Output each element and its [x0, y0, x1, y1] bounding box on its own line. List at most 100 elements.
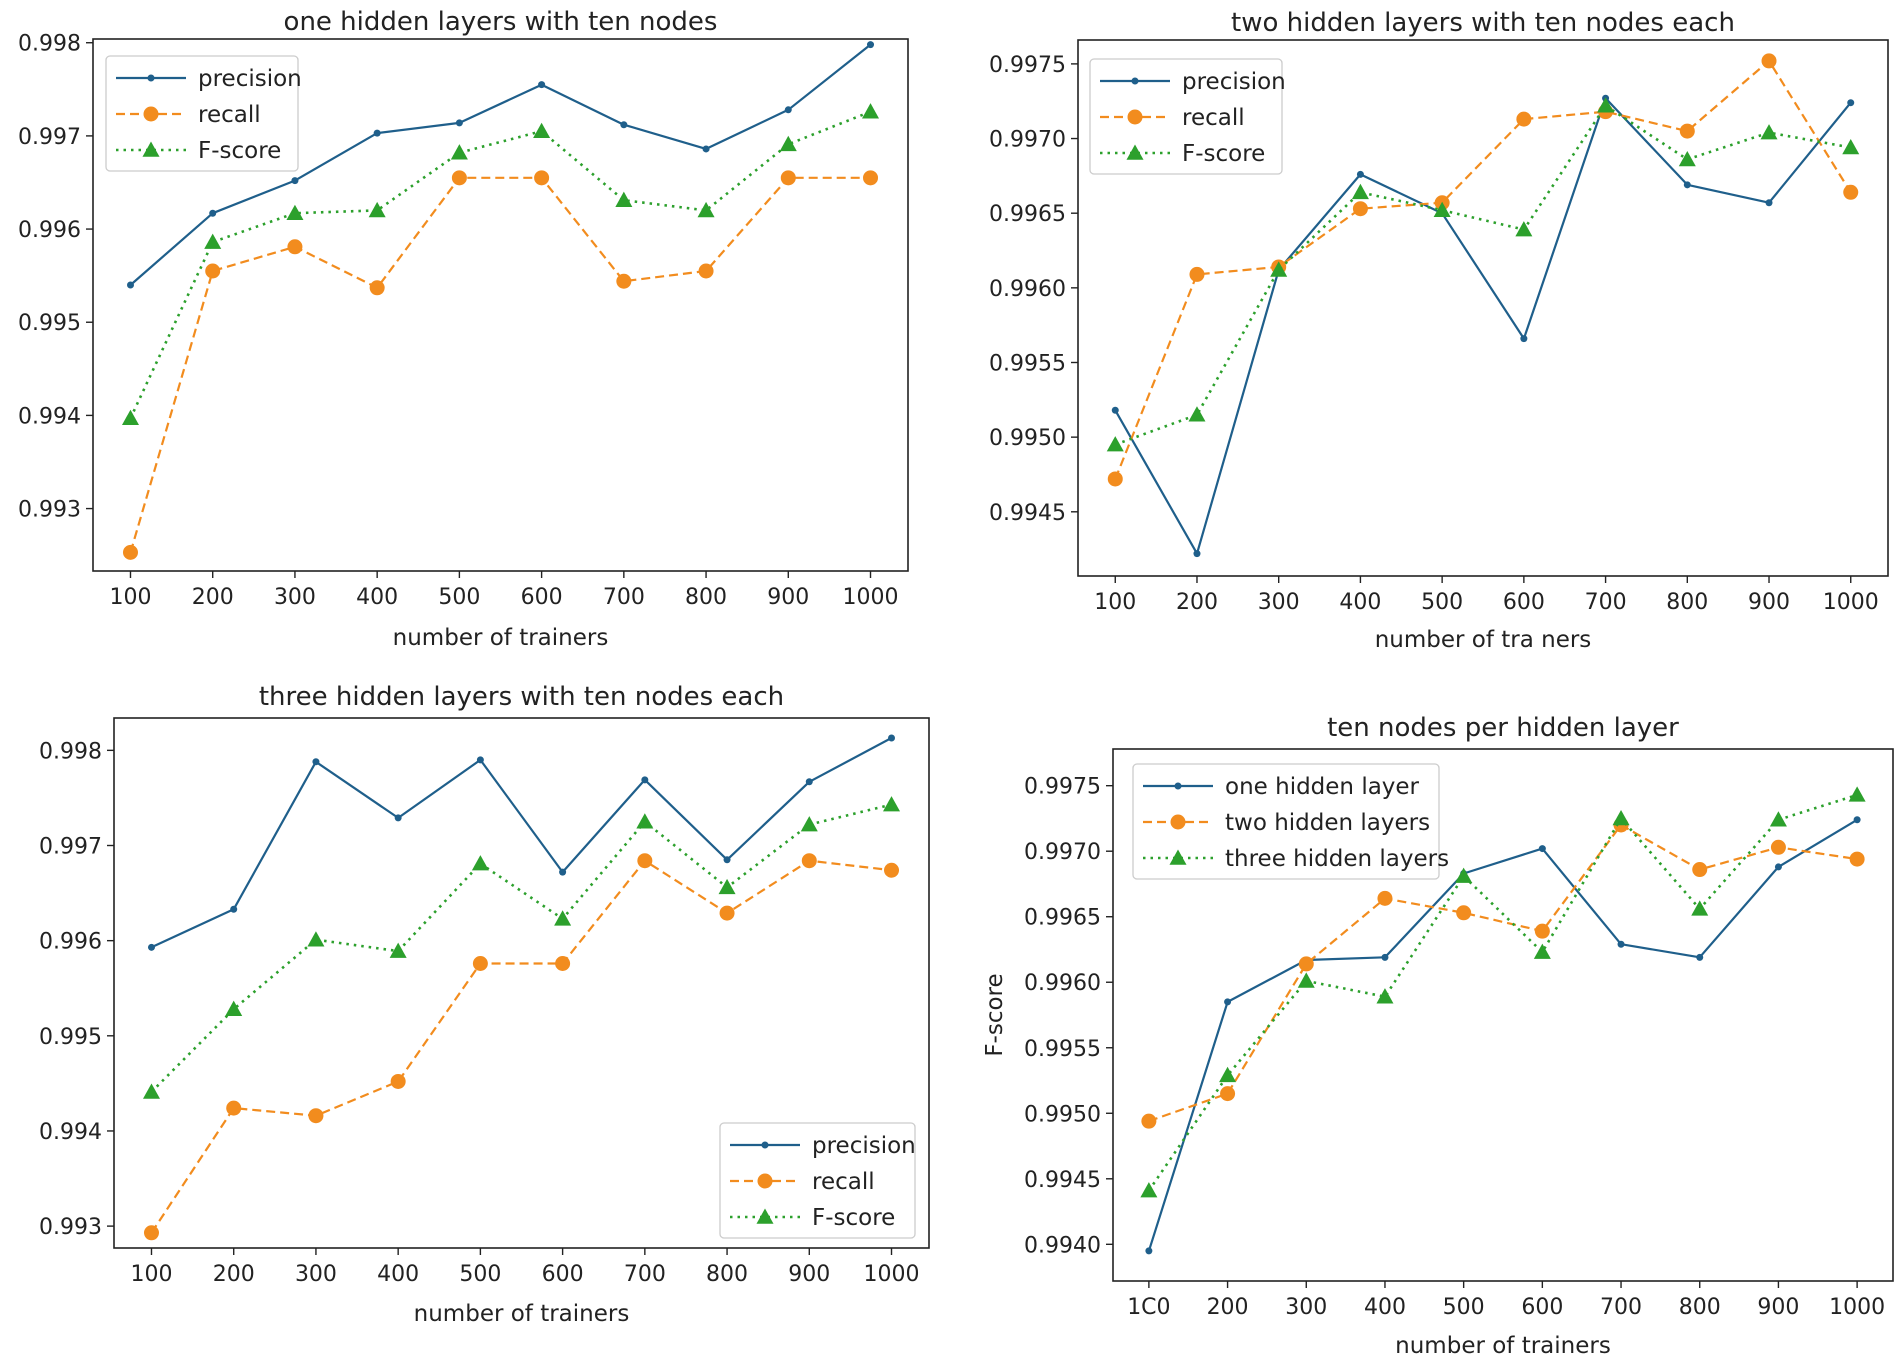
- data-point: [286, 204, 304, 221]
- x-tick-label: 600: [1521, 1295, 1563, 1320]
- data-point: [1456, 905, 1472, 921]
- series-recall: [122, 170, 879, 560]
- series-f-score: [142, 796, 901, 1099]
- data-point: [1141, 1113, 1157, 1129]
- data-point: [1691, 900, 1709, 916]
- chart-title: two hidden layers with ten nodes each: [1231, 8, 1735, 38]
- y-tick-label: 0.9965: [1024, 906, 1101, 931]
- data-point: [1683, 181, 1691, 189]
- data-point: [636, 813, 654, 829]
- series-line: [1147, 818, 1858, 1252]
- data-point: [1356, 170, 1364, 178]
- legend-entry: one hidden layer: [1225, 774, 1420, 800]
- series-line: [1147, 793, 1858, 1192]
- chart-panel-4: ten nodes per hidden layer 1C0 200 300 400 50…: [982, 713, 1894, 1359]
- legend: precision recall F-score: [719, 1122, 916, 1239]
- x-tick-label: 600: [542, 1262, 584, 1287]
- data-point: [126, 281, 134, 289]
- data-point: [450, 144, 468, 160]
- series-three-hidden-layers: [1140, 786, 1866, 1198]
- series-line: [1114, 97, 1852, 555]
- data-point: [1843, 184, 1859, 200]
- x-tick-label: 200: [1176, 590, 1218, 615]
- data-point: [142, 1083, 160, 1099]
- data-point: [291, 177, 299, 185]
- legend-swatch-marker: [1126, 144, 1144, 160]
- data-point: [719, 905, 735, 921]
- series-f-score: [1106, 97, 1860, 452]
- x-tick-label: 1000: [1829, 1295, 1885, 1320]
- y-tick-label: 0.9975: [1024, 775, 1101, 800]
- data-point: [1761, 53, 1777, 69]
- data-point: [779, 135, 797, 152]
- data-point: [538, 81, 546, 89]
- y-tick-label: 0.996: [39, 930, 102, 955]
- data-point: [1847, 99, 1855, 107]
- data-point: [472, 955, 488, 971]
- x-tick-label: 500: [1421, 590, 1463, 615]
- data-point: [368, 201, 386, 218]
- legend-entry: two hidden layers: [1225, 810, 1430, 836]
- data-point: [1220, 1086, 1236, 1102]
- data-point: [1298, 956, 1314, 972]
- data-point: [884, 862, 900, 878]
- y-tick-label: 0.993: [39, 1215, 102, 1240]
- y-tick-label: 0.996: [18, 218, 81, 243]
- data-point: [780, 170, 796, 186]
- data-point: [390, 1073, 406, 1089]
- data-point: [800, 816, 818, 832]
- legend-entry: precision: [1182, 69, 1286, 95]
- legend-box: [1089, 58, 1283, 175]
- legend-entry: precision: [198, 66, 302, 92]
- data-point: [1351, 183, 1369, 200]
- x-axis-label: number of trainers: [1395, 1333, 1611, 1359]
- data-point: [455, 119, 463, 127]
- data-point: [225, 1000, 243, 1016]
- data-point: [1534, 923, 1550, 939]
- series-line: [129, 176, 871, 553]
- data-point: [620, 121, 628, 129]
- data-point: [451, 170, 467, 186]
- chart-panel-2: two hidden layers with ten nodes each 100…: [989, 8, 1889, 653]
- x-axis-label: number of trainers: [414, 1301, 630, 1327]
- data-point: [1516, 111, 1532, 127]
- data-point: [1381, 953, 1389, 961]
- data-point: [784, 106, 792, 114]
- legend-entry: F-score: [198, 138, 281, 164]
- data-point: [1376, 988, 1394, 1004]
- x-tick-label: 100: [130, 1262, 172, 1287]
- data-point: [471, 855, 489, 871]
- data-point: [1297, 972, 1315, 988]
- data-point: [1617, 940, 1625, 948]
- data-point: [805, 778, 813, 786]
- x-tick-label: 200: [213, 1262, 255, 1287]
- x-tick-label: 1000: [843, 585, 899, 610]
- data-point: [1696, 953, 1704, 961]
- series-line: [129, 43, 872, 286]
- data-point: [1107, 471, 1123, 487]
- data-point: [888, 734, 896, 742]
- x-tick-label: 1C0: [1127, 1295, 1170, 1320]
- legend-swatch-marker: [1127, 109, 1143, 125]
- x-tick-label: 900: [788, 1262, 830, 1287]
- x-tick-label: 700: [1585, 590, 1627, 615]
- data-point: [1520, 335, 1528, 343]
- data-point: [1612, 809, 1630, 826]
- data-point: [862, 103, 880, 119]
- data-point: [555, 955, 571, 971]
- plot-frame: [1112, 748, 1894, 1282]
- data-point: [883, 796, 901, 812]
- x-tick-label: 500: [459, 1262, 501, 1287]
- y-axis-label: F-score: [982, 973, 1008, 1056]
- x-tick-label: 900: [1757, 1295, 1799, 1320]
- y-tick-label: 0.9955: [989, 351, 1066, 376]
- x-tick-label: 800: [706, 1262, 748, 1287]
- data-point: [718, 878, 736, 895]
- x-tick-label: 400: [1339, 590, 1381, 615]
- legend-swatch-marker: [147, 74, 155, 82]
- data-point: [205, 263, 221, 279]
- data-point: [534, 170, 550, 186]
- data-point: [641, 776, 649, 784]
- y-tick-label: 0.998: [18, 32, 81, 57]
